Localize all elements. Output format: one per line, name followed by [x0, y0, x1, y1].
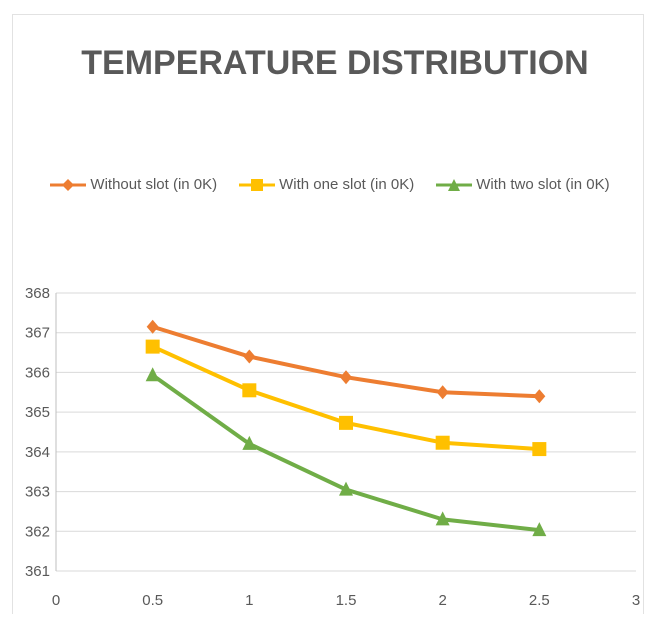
- series-1-point-3: [435, 435, 450, 450]
- x-tick-label-2: 2: [438, 592, 446, 609]
- series-2-point-3: [435, 511, 450, 526]
- legend-label-two-slot: With two slot (in 0K): [476, 176, 610, 193]
- series-0-point-2: [340, 370, 352, 385]
- chart-legend: Without slot (in 0K) With one slot (in 0…: [0, 176, 656, 193]
- series-0-point-0: [146, 319, 159, 334]
- series-1-point-4: [532, 442, 547, 457]
- y-tick-label-362: 362: [25, 523, 50, 540]
- legend-label-without-slot: Without slot (in 0K): [90, 176, 218, 193]
- x-tick-label-1: 1: [245, 592, 253, 609]
- series-2-point-4: [532, 522, 547, 537]
- legend-entry-without-slot: Without slot (in 0K): [50, 176, 217, 193]
- series-2-point-1: [242, 435, 257, 450]
- series-1-point-0: [145, 339, 160, 354]
- y-tick-label-368: 368: [25, 285, 50, 302]
- legend-swatch-two-slot: [436, 178, 473, 191]
- legend-swatch-without-slot: [50, 178, 87, 191]
- y-tick-label-364: 364: [25, 444, 50, 461]
- series-2-point-2: [339, 481, 353, 496]
- series-line-1: [151, 344, 540, 452]
- y-tick-label-361: 361: [25, 563, 50, 580]
- series-0-point-1: [243, 349, 256, 364]
- legend-entry-one-slot: With one slot (in 0K): [239, 176, 414, 193]
- x-tick-label-3: 3: [632, 592, 640, 609]
- series-line-2: [151, 373, 540, 533]
- series-2-point-0: [145, 367, 160, 382]
- chart-frame: [12, 14, 644, 614]
- series-1-point-1: [242, 383, 257, 398]
- chart-title: TEMPERATURE DISTRIBUTION: [81, 44, 589, 82]
- series-0-point-4: [533, 389, 546, 404]
- legend-swatch-one-slot: [239, 178, 276, 191]
- y-tick-label-365: 365: [25, 404, 50, 421]
- y-tick-label-366: 366: [25, 364, 50, 381]
- x-tick-label-0.5: 0.5: [142, 592, 163, 609]
- y-tick-label-367: 367: [25, 325, 50, 342]
- x-tick-label-1.5: 1.5: [336, 592, 357, 609]
- series-line-0: [152, 324, 540, 399]
- legend-entry-two-slot: With two slot (in 0K): [436, 176, 610, 193]
- series-1-point-2: [339, 415, 353, 430]
- x-tick-label-2.5: 2.5: [529, 592, 550, 609]
- legend-label-one-slot: With one slot (in 0K): [279, 176, 415, 193]
- series-0-point-3: [436, 385, 449, 400]
- y-tick-label-363: 363: [25, 484, 50, 501]
- x-tick-label-0: 0: [52, 592, 60, 609]
